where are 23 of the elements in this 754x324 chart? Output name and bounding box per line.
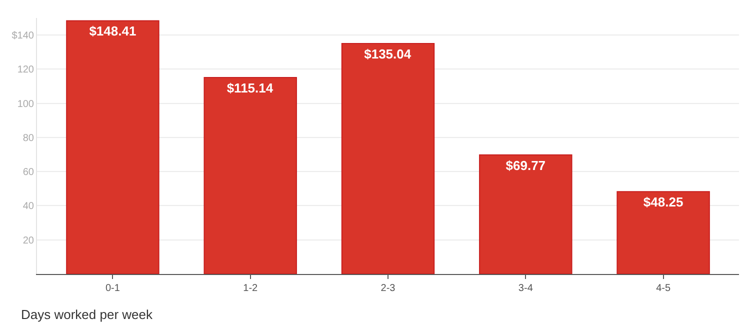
x-tick-label: 3-4	[518, 283, 534, 294]
bar	[616, 191, 710, 274]
y-tick-label: 100	[17, 98, 34, 110]
y-tick-label: $140	[12, 30, 34, 42]
x-tick-label: 4-5	[656, 283, 671, 294]
y-tick-label: 20	[22, 235, 34, 246]
x-tick-label: 2-3	[380, 283, 396, 294]
y-tick-label: 80	[22, 132, 34, 144]
x-tick-label: 1-2	[243, 283, 258, 294]
data-label: $48.25	[643, 194, 684, 210]
x-tick-label: 0-1	[105, 283, 120, 294]
bar	[204, 76, 297, 274]
x-axis-title: Days worked per week	[21, 307, 153, 322]
bar	[66, 20, 160, 274]
y-tick-label: 120	[17, 64, 34, 76]
y-tick-label: 40	[22, 201, 34, 212]
data-label: $135.04	[364, 46, 412, 62]
data-label: $115.14	[226, 80, 274, 96]
y-tick-label: 60	[22, 167, 34, 178]
data-label: $148.41	[89, 24, 136, 39]
bar	[479, 154, 572, 274]
bar	[341, 43, 435, 274]
data-label: $69.77	[506, 158, 546, 173]
